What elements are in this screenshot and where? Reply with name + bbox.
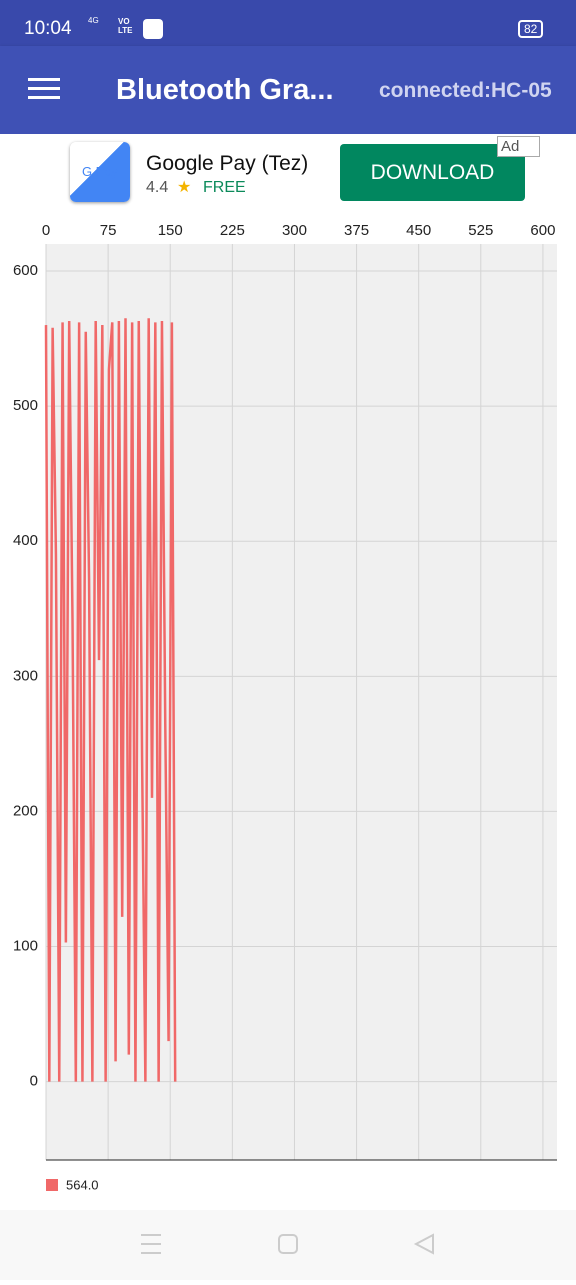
data-line bbox=[44, 318, 177, 1082]
y-tick-label: 200 bbox=[13, 802, 38, 819]
y-tick-label: 300 bbox=[13, 667, 38, 684]
x-tick-label: 150 bbox=[158, 222, 183, 239]
recent-button[interactable] bbox=[141, 1234, 161, 1254]
ad-icon: G Pay bbox=[70, 142, 130, 202]
network: 4G bbox=[88, 16, 99, 25]
x-tick-label: 375 bbox=[344, 222, 369, 239]
app-bar: Bluetooth Gra... connected:HC-05 bbox=[0, 46, 576, 134]
menu-button[interactable] bbox=[26, 76, 66, 106]
x-tick-label: 450 bbox=[406, 222, 431, 239]
y-tick-label: 500 bbox=[13, 397, 38, 414]
ad-rating: 4.4 bbox=[146, 179, 169, 196]
battery: 82 bbox=[518, 20, 544, 38]
y-tick-label: 400 bbox=[13, 532, 38, 549]
x-tick-label: 525 bbox=[468, 222, 493, 239]
x-tick-label: 225 bbox=[220, 222, 245, 239]
volte: VO LTE bbox=[118, 17, 133, 35]
time: 10:04 bbox=[24, 18, 72, 39]
ad-icon-text: G Pay bbox=[81, 164, 119, 179]
legend-swatch bbox=[46, 1179, 58, 1191]
home-button[interactable] bbox=[278, 1234, 298, 1254]
app-title: Bluetooth Gra... bbox=[116, 74, 334, 106]
download-button[interactable]: DOWNLOAD bbox=[340, 144, 525, 201]
back-button[interactable] bbox=[413, 1233, 434, 1255]
app-icon bbox=[143, 19, 163, 39]
x-tick-label: 300 bbox=[282, 222, 307, 239]
y-tick-label: 600 bbox=[13, 262, 38, 279]
chart: 0 75 150 225 300 375 450 525 600 0 100 200 300 400 500… bbox=[13, 222, 557, 1192]
y-tick-label: 0 bbox=[30, 1073, 38, 1090]
nav-icons bbox=[141, 1233, 434, 1255]
status-bar: 10:04 4G VO LTE 82 bbox=[0, 0, 576, 46]
ad-app-name: Google Pay (Tez) bbox=[146, 152, 309, 175]
y-tick-label: 100 bbox=[13, 938, 38, 955]
x-tick-label: 75 bbox=[100, 222, 117, 239]
star-icon: ★ bbox=[177, 179, 192, 196]
legend-label: 564.0 bbox=[66, 1177, 99, 1192]
connection-status: connected:HC-05 bbox=[379, 79, 552, 102]
x-tick-label: 600 bbox=[530, 222, 555, 239]
nav-bar bbox=[0, 1210, 576, 1280]
x-tick-label: 0 bbox=[42, 222, 50, 239]
ad-banner[interactable]: G Pay Google Pay (Tez) 4.4 ★ FREE DOWNLO… bbox=[0, 134, 576, 214]
ad-price: FREE bbox=[203, 179, 246, 196]
ad-badge[interactable]: Ad bbox=[497, 136, 541, 157]
download-label: DOWNLOAD bbox=[370, 161, 495, 184]
